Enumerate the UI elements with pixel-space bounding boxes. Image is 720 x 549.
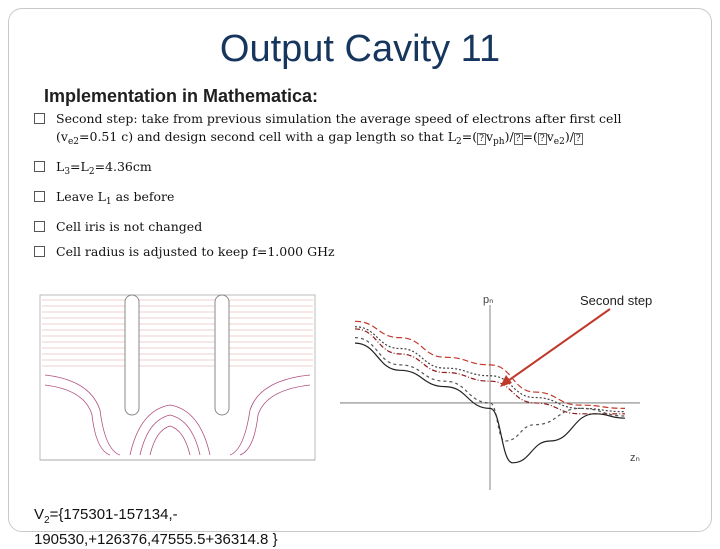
- series-line-1: [354, 320, 626, 409]
- missing-glyph-icon: ?: [537, 133, 547, 145]
- missing-glyph-icon: ?: [573, 133, 583, 145]
- bullet-item-second-step: Second step: take from previous simulati…: [34, 110, 674, 151]
- bullet-box-icon: [34, 161, 45, 172]
- bullet-item-radius: Cell radius is adjusted to keep f=1.000 …: [34, 243, 674, 261]
- bullet-item-l3: L3=L2=4.36cm: [34, 158, 674, 181]
- slide-frame: [8, 8, 712, 532]
- chart-axes: [340, 305, 640, 490]
- arrow-head-icon: [500, 375, 512, 387]
- bullet-box-icon: [34, 113, 45, 124]
- missing-glyph-icon: ?: [513, 133, 523, 145]
- bullet-item-leave-l1: Leave L1 as before: [34, 188, 674, 211]
- annotation-arrow: [504, 308, 611, 384]
- slide-subheading: Implementation in Mathematica:: [44, 86, 319, 106]
- x-axis-label: zₙ: [630, 452, 640, 464]
- bullet-box-icon: [34, 221, 45, 232]
- chart-series-group: [354, 320, 626, 464]
- bullet-box-icon: [34, 191, 45, 202]
- field-simulation-image: [39, 294, 316, 461]
- slide-title: Output Cavity 11: [219, 28, 501, 70]
- v2-formula: V2={175301-157134,- 190530,+126376,47555…: [34, 506, 278, 548]
- series-line-5: [354, 342, 626, 464]
- y-axis-label: pₙ: [483, 294, 494, 306]
- missing-glyph-icon: ?: [477, 133, 486, 145]
- series-line-2: [354, 326, 626, 413]
- bullet-box-icon: [34, 246, 45, 257]
- series-line-3: [354, 328, 625, 415]
- bullet-item-iris: Cell iris is not changed: [34, 218, 674, 236]
- second-step-label: Second step: [580, 293, 653, 308]
- phase-space-chart: pₙ zₙ: [340, 294, 640, 490]
- bullet-list: Second step: take from previous simulati…: [34, 110, 674, 261]
